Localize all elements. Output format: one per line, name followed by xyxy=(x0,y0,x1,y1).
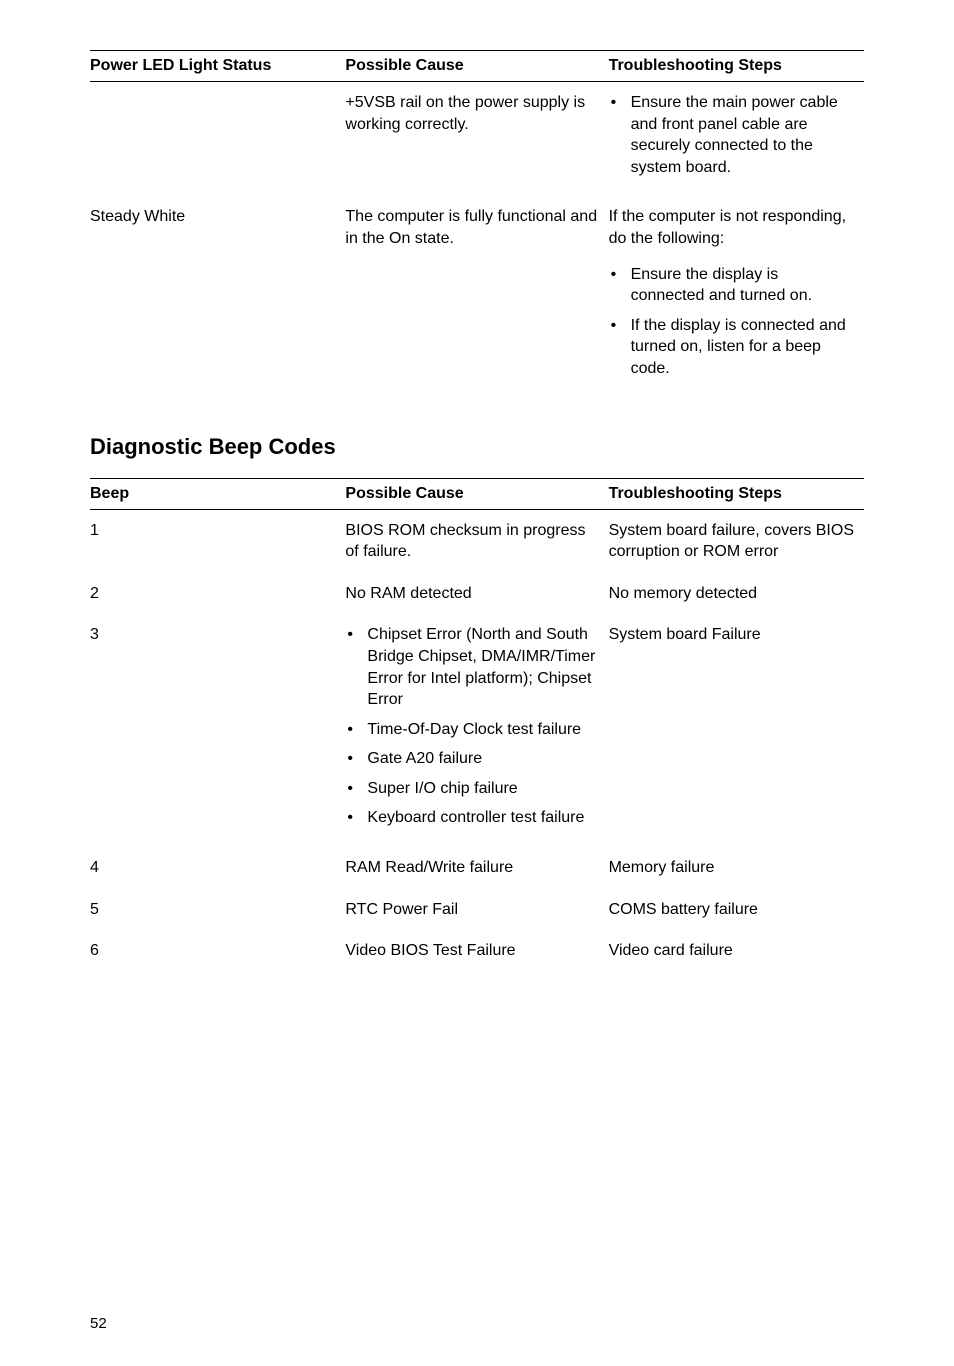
page-number: 52 xyxy=(90,1315,107,1332)
section-title: Diagnostic Beep Codes xyxy=(90,434,864,460)
beep-num: 1 xyxy=(90,509,345,573)
t1-r1-status: Steady White xyxy=(90,196,345,397)
table-row: 2 No RAM detected No memory detected xyxy=(90,573,864,615)
t2-h1: Beep xyxy=(90,478,345,509)
table-row: +5VSB rail on the power supply is workin… xyxy=(90,82,864,197)
t1-r1-cause: The computer is fully functional and in … xyxy=(345,196,608,397)
list-item: Chipset Error (North and South Bridge Ch… xyxy=(345,624,600,710)
table-row: 1 BIOS ROM checksum in progress of failu… xyxy=(90,509,864,573)
beep-steps: Memory failure xyxy=(609,847,864,889)
t1-r1-steps: If the computer is not responding, do th… xyxy=(609,196,864,397)
list-item: Super I/O chip failure xyxy=(345,778,600,800)
t1-r0-steps: Ensure the main power cable and front pa… xyxy=(609,82,864,197)
t2-h2: Possible Cause xyxy=(345,478,608,509)
beep-num: 2 xyxy=(90,573,345,615)
beep-cause: RTC Power Fail xyxy=(345,889,608,931)
beep-cause: RAM Read/Write failure xyxy=(345,847,608,889)
t1-h1: Power LED Light Status xyxy=(90,51,345,82)
list-item: If the display is connected and turned o… xyxy=(609,315,856,380)
beep-steps: No memory detected xyxy=(609,573,864,615)
list-item: Gate A20 failure xyxy=(345,748,600,770)
beep-steps: System board failure, covers BIOS corrup… xyxy=(609,509,864,573)
table-row: 6 Video BIOS Test Failure Video card fai… xyxy=(90,930,864,972)
list-item: Ensure the main power cable and front pa… xyxy=(609,92,856,178)
beep-num: 3 xyxy=(90,614,345,847)
t2-h3: Troubleshooting Steps xyxy=(609,478,864,509)
beep-steps: System board Failure xyxy=(609,614,864,847)
power-led-table: Power LED Light Status Possible Cause Tr… xyxy=(90,50,864,398)
table-row: 3 Chipset Error (North and South Bridge … xyxy=(90,614,864,847)
beep-cause: No RAM detected xyxy=(345,573,608,615)
list-item: Keyboard controller test failure xyxy=(345,807,600,829)
beep-num: 6 xyxy=(90,930,345,972)
t1-r0-cause: +5VSB rail on the power supply is workin… xyxy=(345,82,608,197)
beep-num: 4 xyxy=(90,847,345,889)
beep-cause: Video BIOS Test Failure xyxy=(345,930,608,972)
table-row: 4 RAM Read/Write failure Memory failure xyxy=(90,847,864,889)
beep-steps: COMS battery failure xyxy=(609,889,864,931)
beep-num: 5 xyxy=(90,889,345,931)
t1-h2: Possible Cause xyxy=(345,51,608,82)
beep-codes-table: Beep Possible Cause Troubleshooting Step… xyxy=(90,478,864,972)
beep-cause: BIOS ROM checksum in progress of failure… xyxy=(345,509,608,573)
table-row: 5 RTC Power Fail COMS battery failure xyxy=(90,889,864,931)
list-item: Time-Of-Day Clock test failure xyxy=(345,719,600,741)
beep-steps: Video card failure xyxy=(609,930,864,972)
t1-h3: Troubleshooting Steps xyxy=(609,51,864,82)
t1-r0-status xyxy=(90,82,345,197)
steps-intro: If the computer is not responding, do th… xyxy=(609,206,856,249)
beep-cause: Chipset Error (North and South Bridge Ch… xyxy=(345,614,608,847)
table-row: Steady White The computer is fully funct… xyxy=(90,196,864,397)
list-item: Ensure the display is connected and turn… xyxy=(609,264,856,307)
